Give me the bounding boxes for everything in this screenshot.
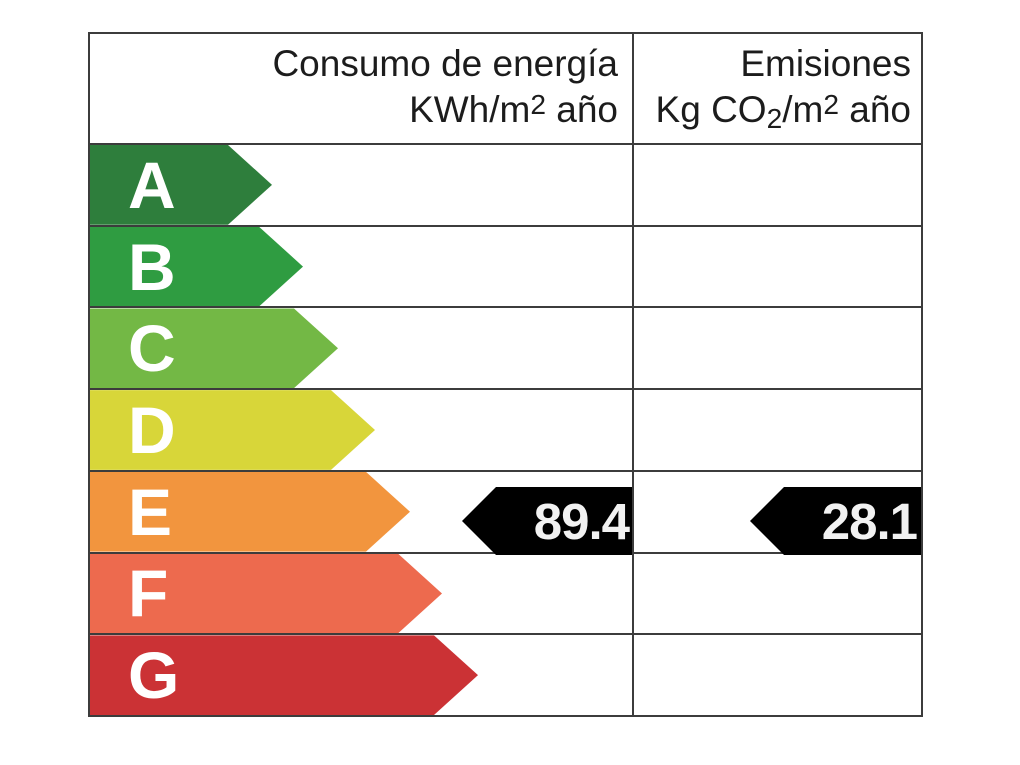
- emisiones-header-cell: Emisiones Kg CO2/m2 año: [632, 34, 921, 143]
- rating-letter-g: G: [128, 638, 180, 713]
- consumo-header-cell: Consumo de energía KWh/m2 año: [90, 34, 632, 143]
- emisiones-value: 28.1: [821, 492, 918, 550]
- rating-arrow-d: D: [90, 390, 375, 470]
- consumo-value: 89.4: [533, 492, 630, 550]
- rating-row-g: G: [90, 633, 921, 715]
- rating-arrow-c: C: [90, 308, 338, 388]
- rating-letter-f: F: [128, 556, 169, 631]
- rating-letter-e: E: [128, 474, 173, 549]
- rating-arrow-g: G: [90, 635, 478, 715]
- consumo-value-marker: 89.4: [462, 487, 632, 555]
- rating-row-a: A: [90, 145, 921, 225]
- emisiones-header-line1: Emisiones: [740, 43, 911, 84]
- consumo-header-line1: Consumo de energía: [272, 43, 618, 84]
- rating-row-c: C: [90, 306, 921, 388]
- rating-arrow-e: E: [90, 472, 410, 552]
- emisiones-value-marker: 28.1: [750, 487, 921, 555]
- rating-arrow-b: B: [90, 227, 303, 307]
- rating-row-f: F: [90, 551, 921, 634]
- emisiones-superscript: 2: [823, 88, 839, 120]
- rating-rows: A B C D E: [90, 145, 921, 715]
- rating-table: Consumo de energía KWh/m2 año Emisiones …: [88, 32, 923, 717]
- rating-arrow-a: A: [90, 145, 272, 225]
- consumo-superscript: 2: [530, 88, 546, 120]
- rating-row-d: D: [90, 388, 921, 470]
- rating-letter-a: A: [128, 147, 176, 222]
- rating-row-e: E: [90, 469, 921, 552]
- table-header: Consumo de energía KWh/m2 año Emisiones …: [90, 34, 921, 145]
- rating-arrow-f: F: [90, 554, 442, 634]
- column-divider: [632, 34, 634, 715]
- rating-letter-d: D: [128, 393, 176, 468]
- consumo-header-line2: KWh/m2 año: [409, 88, 618, 130]
- emisiones-header-line2: Kg CO2/m2 año: [655, 88, 911, 135]
- rating-letter-b: B: [128, 229, 176, 304]
- rating-row-b: B: [90, 224, 921, 307]
- co2-subscript: 2: [766, 103, 783, 135]
- rating-letter-c: C: [128, 311, 176, 386]
